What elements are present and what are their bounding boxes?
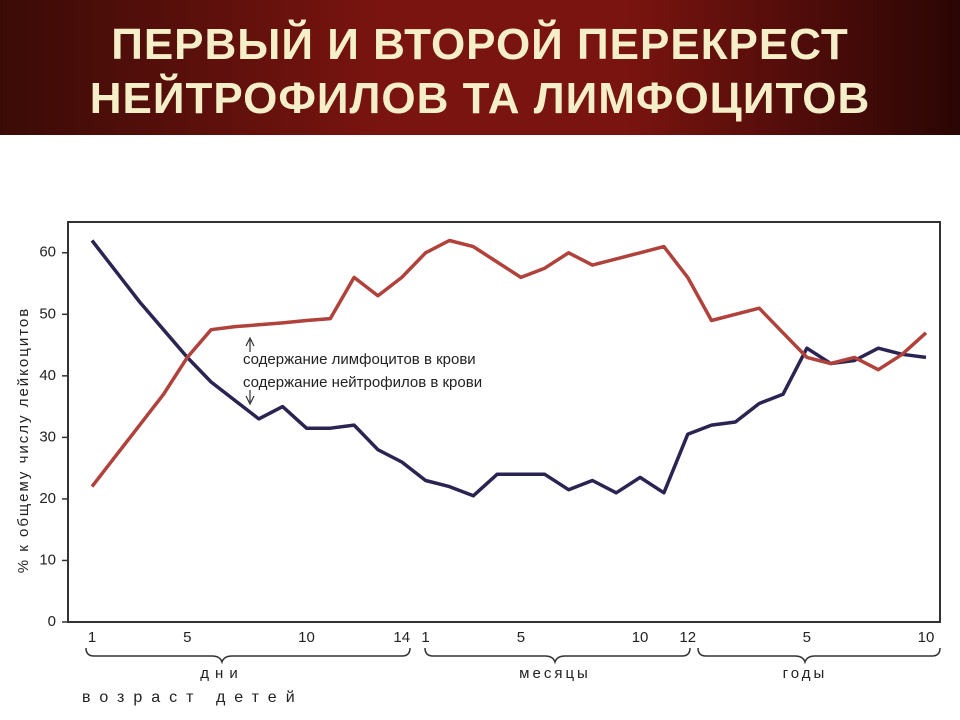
x-tick-label: 5	[517, 629, 525, 646]
title-bar	[0, 0, 960, 135]
y-tick-label: 20	[39, 490, 56, 507]
annotation: содержание лимфоцитов в крови	[243, 351, 476, 368]
x-tick-label: 10	[632, 629, 649, 646]
title-line: НЕЙТРОФИЛОВ ТА ЛИМФОЦИТОВ	[89, 74, 871, 123]
brace	[424, 647, 691, 665]
y-axis-label: % к общему числу лейкоцитов	[15, 307, 32, 573]
x-tick-label: 1	[421, 629, 429, 646]
brace	[697, 647, 941, 665]
y-tick-label: 0	[48, 613, 56, 630]
x-tick-label: 5	[803, 629, 811, 646]
x-tick-label: 10	[298, 629, 315, 646]
x-tick-label: 10	[918, 629, 935, 646]
y-tick-label: 50	[39, 305, 56, 322]
y-tick-label: 10	[39, 551, 56, 568]
annotation-arrow	[245, 336, 255, 406]
x-tick-label: 5	[183, 629, 191, 646]
group-label: дни	[200, 665, 243, 682]
group-label: месяцы	[519, 665, 591, 682]
x-tick-label: 14	[393, 629, 410, 646]
series-line	[90, 239, 927, 498]
x-tick-label: 1	[88, 629, 96, 646]
y-tick-label: 60	[39, 244, 56, 261]
x-tick-label: 12	[679, 629, 696, 646]
y-tick-label: 30	[39, 428, 56, 445]
annotation: содержание нейтрофилов в крови	[243, 374, 482, 391]
group-label: годы	[783, 665, 828, 682]
plot-frame	[67, 221, 941, 623]
title-line: ПЕРВЫЙ И ВТОРОЙ ПЕРЕКРЕСТ	[111, 20, 849, 69]
series-line	[90, 238, 928, 488]
brace	[85, 647, 411, 665]
y-tick-label: 40	[39, 367, 56, 384]
x-axis-label: возраст детей	[82, 689, 304, 706]
